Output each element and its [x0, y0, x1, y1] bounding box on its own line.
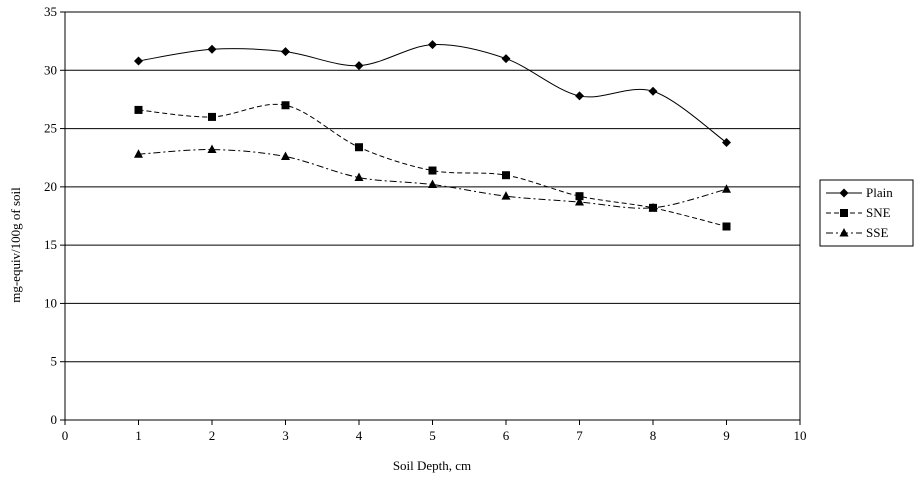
- x-tick-label: 1: [135, 428, 142, 443]
- legend: Plain SNE SSE: [819, 179, 914, 247]
- legend-label-sne: SNE: [866, 205, 891, 220]
- point-sse: [722, 184, 731, 193]
- point-plain: [207, 44, 217, 54]
- y-tick-label: 20: [44, 179, 57, 194]
- legend-item-sne: SNE: [826, 205, 891, 220]
- point-sne: [428, 166, 437, 175]
- point-plain: [428, 40, 437, 50]
- point-sse: [428, 179, 437, 189]
- point-sse: [207, 144, 217, 154]
- series-sne: [134, 101, 731, 231]
- point-sse: [648, 202, 658, 212]
- legend-marker-plain: [839, 188, 849, 198]
- y-tick-label: 10: [44, 295, 57, 310]
- y-tick-label: 15: [44, 237, 57, 252]
- plot-area: [64, 11, 801, 421]
- point-plain: [354, 61, 364, 71]
- x-tick-label: 3: [282, 428, 289, 443]
- y-tick-label: 0: [51, 412, 58, 427]
- point-sse: [575, 197, 584, 206]
- point-sse: [501, 191, 511, 200]
- point-plain: [722, 138, 731, 148]
- point-plain: [134, 56, 143, 66]
- x-tick-label: 8: [650, 428, 657, 443]
- x-tick-label: 6: [503, 428, 510, 443]
- x-tick-label: 2: [209, 428, 216, 443]
- series-line-plain: [138, 44, 727, 143]
- point-sne: [722, 222, 731, 231]
- point-sse: [354, 172, 364, 182]
- legend-item-plain: Plain: [826, 185, 893, 200]
- y-tick-label: 25: [44, 121, 57, 136]
- legend-marker-sse: [839, 228, 849, 237]
- y-tick-label: 35: [44, 4, 57, 19]
- y-tick-label: 5: [51, 354, 58, 369]
- legend-label-sse: SSE: [866, 225, 888, 240]
- series-line-sne: [138, 103, 727, 227]
- legend-item-sse: SSE: [826, 225, 888, 240]
- series-line-sse: [138, 149, 727, 209]
- x-tick-label: 9: [723, 428, 730, 443]
- point-plain: [501, 54, 511, 64]
- point-plain: [648, 86, 658, 96]
- y-axis-label: mg-equiv/100g of soil: [8, 187, 23, 303]
- point-sne: [502, 171, 510, 180]
- point-sne: [208, 112, 216, 121]
- point-sse: [134, 149, 143, 158]
- point-sse: [281, 151, 290, 161]
- x-tick-label: 7: [576, 428, 583, 443]
- series-plain: [134, 40, 731, 148]
- series-sse: [134, 144, 731, 212]
- series-layer: [134, 40, 731, 231]
- legend-label-plain: Plain: [866, 185, 893, 200]
- axes: 0 5 10 15 20 25 30 35 0 1 2 3 4 5 6 7 8 9 10: [44, 4, 807, 443]
- x-tick-label: 5: [429, 428, 436, 443]
- point-sne: [575, 192, 584, 201]
- x-tick-label: 0: [62, 428, 69, 443]
- point-plain: [575, 91, 584, 101]
- gridlines: [65, 69, 800, 363]
- y-tick-label: 30: [44, 62, 57, 77]
- x-tick-label: 10: [794, 428, 807, 443]
- point-sne: [134, 105, 143, 114]
- point-sne: [281, 101, 290, 110]
- legend-marker-sne: [840, 209, 848, 217]
- point-plain: [281, 47, 290, 57]
- x-axis-label: Soil Depth, cm: [393, 458, 471, 473]
- point-sne: [355, 143, 363, 152]
- x-tick-label: 4: [356, 428, 363, 443]
